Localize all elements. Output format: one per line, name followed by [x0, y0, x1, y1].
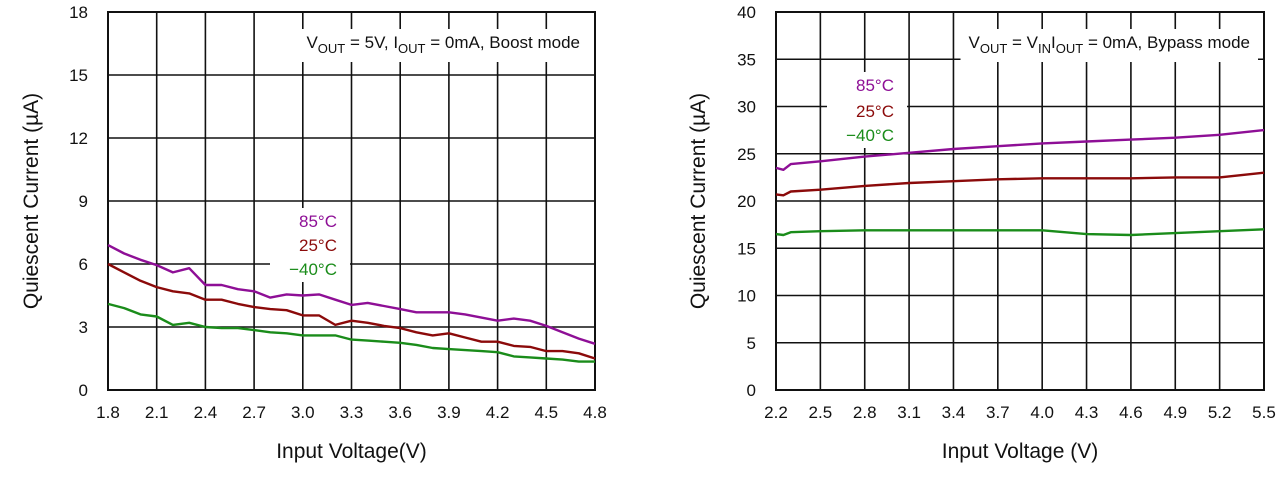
subscript: OUT	[980, 41, 1008, 56]
series-line-0	[107, 244, 596, 345]
legend-label: 25°C	[856, 102, 894, 121]
subscript: OUT	[1056, 41, 1084, 56]
subscript: OUT	[398, 41, 426, 56]
subscript: IN	[1038, 41, 1051, 56]
x-tick-label: 2.2	[764, 403, 788, 422]
annotation-text: V	[306, 33, 318, 52]
y-tick-label: 0	[79, 381, 88, 400]
legend-label: 85°C	[299, 212, 337, 231]
y-tick-label: 18	[69, 3, 88, 22]
y-tick-label: 5	[747, 334, 756, 353]
series-line-0	[775, 128, 1265, 171]
y-tick-label: 0	[747, 381, 756, 400]
y-axis-label: Quiescent Current (µA)	[687, 93, 710, 309]
chart-boost-mode: 1.8 2.1 2.4 2.7 3.0 3.3 3.6 3.9 4.2 4.5 4.8 0 3 6 9 12 1…	[20, 3, 607, 463]
series-line-1	[775, 171, 1265, 197]
legend-label: −40°C	[846, 126, 894, 145]
x-tick-label: 3.1	[897, 403, 921, 422]
y-tick-label: 40	[737, 3, 756, 22]
x-tick-label: 5.2	[1208, 403, 1232, 422]
series-line-1	[107, 262, 596, 360]
annotation-text: V	[969, 33, 981, 52]
annotation-text: = 5V,	[345, 33, 393, 52]
x-tick-label: 4.0	[1030, 403, 1054, 422]
y-tick-label: 6	[79, 255, 88, 274]
x-tick-label: 3.0	[291, 403, 315, 422]
y-tick-label: 25	[737, 145, 756, 164]
x-tick-label: 3.3	[340, 403, 364, 422]
x-tick-label: 3.9	[437, 403, 461, 422]
series-line-2	[107, 302, 595, 363]
y-tick-label: 12	[69, 129, 88, 148]
legend-label: −40°C	[289, 260, 337, 279]
legend-label: 25°C	[299, 236, 337, 255]
x-tick-label: 3.7	[986, 403, 1010, 422]
annotation-text: = 0mA, Boost mode	[426, 33, 581, 52]
legend-label: 85°C	[856, 76, 894, 95]
x-tick-label: 5.5	[1252, 403, 1276, 422]
x-tick-label: 4.8	[583, 403, 607, 422]
x-tick-label: 2.8	[853, 403, 877, 422]
condition-annotation: VOUT = 5V, IOUT = 0mA, Boost mode	[306, 33, 580, 56]
x-axis-label: Input Voltage(V)	[276, 440, 427, 463]
chart-bypass-mode: 2.2 2.5 2.8 3.1 3.4 3.7 4.0 4.3 4.6 4.9 5.2 5.5 0 5 10…	[687, 3, 1276, 463]
annotation-background	[298, 29, 588, 62]
legend-background	[827, 72, 907, 148]
annotation-text: = 0mA, Bypass mode	[1083, 33, 1250, 52]
annotation-text: I	[1051, 33, 1056, 52]
series-line-2	[775, 228, 1265, 237]
annotation-text: I	[393, 33, 398, 52]
x-tick-label: 4.6	[1119, 403, 1143, 422]
x-tick-label: 3.4	[942, 403, 966, 422]
y-tick-label: 15	[69, 66, 88, 85]
y-tick-label: 10	[737, 287, 756, 306]
y-axis-label: Quiescent Current (µA)	[20, 93, 43, 309]
x-tick-label: 2.1	[145, 403, 169, 422]
x-tick-label: 4.2	[486, 403, 510, 422]
y-tick-label: 15	[737, 239, 756, 258]
annotation-background	[960, 29, 1258, 62]
x-tick-label: 4.3	[1075, 403, 1099, 422]
y-tick-label: 20	[737, 192, 756, 211]
y-tick-label: 35	[737, 50, 756, 69]
plot-frame	[775, 11, 1265, 391]
condition-annotation: VOUT = VINIOUT = 0mA, Bypass mode	[969, 33, 1250, 56]
plot-frame	[107, 11, 596, 391]
legend-background	[270, 208, 350, 282]
y-tick-label: 9	[79, 192, 88, 211]
x-axis-label: Input Voltage (V)	[942, 440, 1098, 463]
x-tick-label: 4.5	[534, 403, 558, 422]
x-tick-label: 2.7	[242, 403, 266, 422]
y-tick-label: 30	[737, 98, 756, 117]
x-tick-label: 1.8	[96, 403, 120, 422]
annotation-text: = V	[1007, 33, 1038, 52]
x-tick-label: 4.9	[1163, 403, 1187, 422]
x-tick-label: 2.5	[809, 403, 833, 422]
x-tick-label: 2.4	[194, 403, 218, 422]
subscript: OUT	[318, 41, 346, 56]
y-tick-label: 3	[79, 318, 88, 337]
x-tick-label: 3.6	[388, 403, 412, 422]
